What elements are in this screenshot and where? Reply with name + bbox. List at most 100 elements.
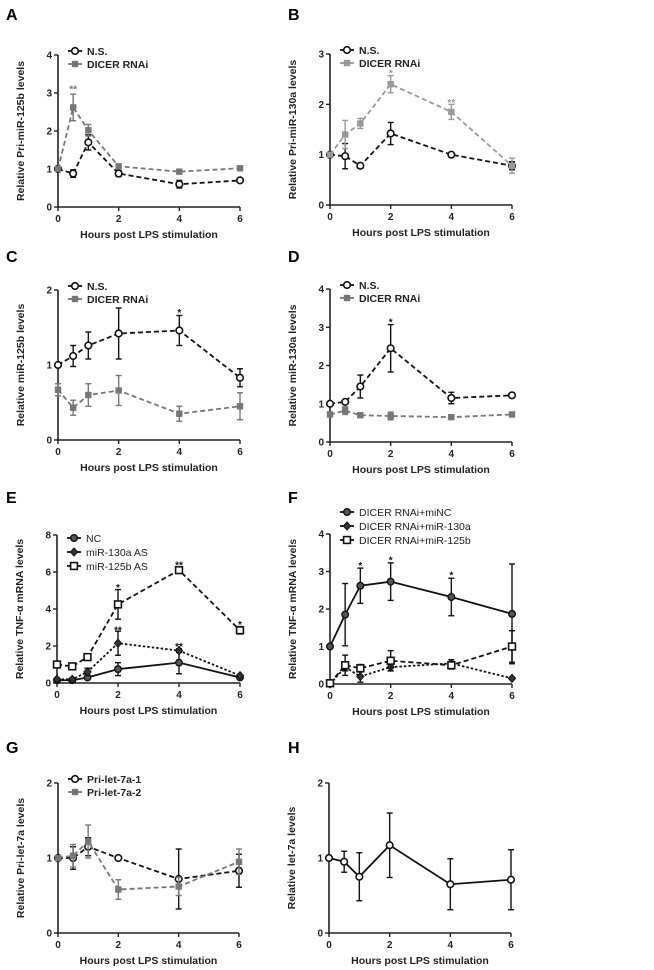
x-axis-label: Hours post LPS stimulation bbox=[352, 706, 490, 718]
data-point bbox=[387, 81, 394, 88]
data-point bbox=[174, 658, 183, 667]
x-tick-label: 0 bbox=[326, 940, 332, 951]
data-point bbox=[52, 674, 62, 685]
legend-marker bbox=[343, 294, 351, 302]
data-point bbox=[84, 341, 93, 350]
data-point bbox=[448, 108, 455, 116]
data-point bbox=[355, 872, 364, 881]
x-tick-label: 6 bbox=[509, 691, 515, 702]
data-point bbox=[447, 661, 456, 670]
data-point bbox=[507, 391, 517, 400]
data-point bbox=[357, 412, 364, 419]
series-line bbox=[329, 662, 513, 685]
data-point bbox=[69, 351, 78, 361]
y-tick-label: 4 bbox=[318, 285, 324, 296]
data-point bbox=[54, 386, 62, 393]
x-axis-label: Hours post LPS stimulation bbox=[351, 955, 489, 967]
y-tick-label: 0 bbox=[318, 438, 324, 449]
data-point bbox=[341, 131, 349, 138]
panel-b: B 0 1 2 3 0 2 4 6 Hours post LPS stimulation Relat… bbox=[287, 7, 517, 239]
data-point bbox=[508, 411, 516, 418]
y-tick-label: 3 bbox=[318, 567, 324, 578]
x-tick-label: 0 bbox=[55, 447, 61, 458]
y-axis-label: Relative TNF-α mRNA levels bbox=[287, 539, 299, 679]
y-axis-label: Relative miR-130a levels bbox=[287, 304, 299, 426]
y-tick-label: 1 bbox=[46, 854, 52, 865]
data-point bbox=[85, 127, 92, 134]
x-tick-label: 0 bbox=[327, 449, 333, 460]
significance-annotation: * bbox=[389, 555, 393, 566]
series-2 bbox=[54, 93, 244, 175]
series-2 bbox=[52, 630, 245, 685]
data-point bbox=[356, 664, 365, 673]
x-tick-label: 0 bbox=[327, 212, 333, 223]
legend-label: N.S. bbox=[87, 281, 108, 293]
panel-h: H 0 1 2 0 2 4 6 Hours post LPS stimulation Relati… bbox=[286, 740, 516, 967]
data-point bbox=[325, 679, 335, 688]
y-tick-label: 2 bbox=[318, 100, 324, 111]
legend-item: DICER RNAi bbox=[340, 293, 420, 305]
data-point bbox=[113, 600, 123, 609]
y-tick-label: 3 bbox=[318, 50, 324, 61]
panel-f: F 0 1 2 3 4 0 2 4 6 Hours post LPS stimulation Rela… bbox=[287, 490, 517, 718]
legend-marker bbox=[343, 508, 352, 517]
x-tick-label: 2 bbox=[116, 214, 122, 225]
legend-label: DICER RNAi+miR-125b bbox=[359, 535, 471, 547]
legend-label: DICER RNAi bbox=[359, 58, 420, 70]
legend-label: NC bbox=[86, 533, 102, 545]
data-point bbox=[341, 397, 350, 406]
y-tick-label: 0 bbox=[46, 203, 52, 214]
data-point bbox=[356, 671, 365, 682]
x-tick-label: 2 bbox=[115, 690, 121, 701]
x-tick-label: 2 bbox=[388, 212, 394, 223]
y-tick-label: 2 bbox=[318, 605, 324, 616]
panel-label: F bbox=[288, 490, 298, 507]
legend-label: N.S. bbox=[359, 45, 380, 57]
data-point bbox=[176, 410, 183, 417]
data-point bbox=[446, 880, 455, 889]
panel-label: D bbox=[288, 249, 300, 266]
x-tick-label: 4 bbox=[448, 940, 454, 951]
legend-marker bbox=[70, 46, 80, 56]
legend-item: NC bbox=[67, 533, 102, 545]
y-tick-label: 8 bbox=[45, 531, 51, 542]
panel-label: G bbox=[6, 740, 18, 757]
series-1 bbox=[325, 323, 517, 408]
series-3 bbox=[325, 630, 517, 688]
panel-label: E bbox=[6, 490, 17, 507]
legend-label: miR-125b AS bbox=[86, 561, 148, 573]
significance-annotation: * bbox=[358, 561, 362, 572]
data-point bbox=[235, 626, 245, 635]
data-point bbox=[54, 165, 62, 173]
x-tick-label: 6 bbox=[509, 449, 515, 460]
data-point bbox=[52, 660, 62, 669]
data-point bbox=[447, 150, 456, 159]
legend-marker bbox=[342, 45, 352, 55]
legend-marker bbox=[69, 534, 78, 543]
series-2 bbox=[54, 824, 243, 900]
significance-annotation: ** bbox=[175, 561, 183, 572]
series-1 bbox=[326, 562, 517, 665]
data-point bbox=[341, 610, 350, 619]
data-point bbox=[114, 853, 123, 863]
data-point bbox=[115, 387, 122, 394]
data-point bbox=[325, 399, 335, 408]
y-tick-label: 6 bbox=[45, 568, 51, 579]
data-point bbox=[175, 180, 184, 189]
y-tick-label: 4 bbox=[46, 51, 52, 62]
significance-annotation: ** bbox=[447, 98, 455, 109]
legend-marker bbox=[342, 280, 352, 290]
legend-label: Pri-let-7a-1 bbox=[87, 774, 141, 786]
legend-item: DICER RNAi bbox=[68, 59, 148, 71]
x-tick-label: 6 bbox=[237, 690, 243, 701]
x-tick-label: 0 bbox=[55, 214, 61, 225]
panel-a: A 0 1 2 3 4 0 2 4 6 Hours post LPS stimulation Rela… bbox=[6, 7, 245, 241]
legend-item: DICER RNAi bbox=[340, 58, 420, 70]
series-1 bbox=[325, 121, 517, 171]
series-2 bbox=[326, 406, 516, 421]
data-point bbox=[175, 883, 182, 890]
x-tick-label: 4 bbox=[177, 214, 183, 225]
panel-g: G 0 1 2 0 2 4 6 Hours post LPS stimulation Relati… bbox=[6, 740, 244, 967]
y-tick-label: 2 bbox=[46, 127, 52, 138]
data-point bbox=[357, 120, 364, 127]
